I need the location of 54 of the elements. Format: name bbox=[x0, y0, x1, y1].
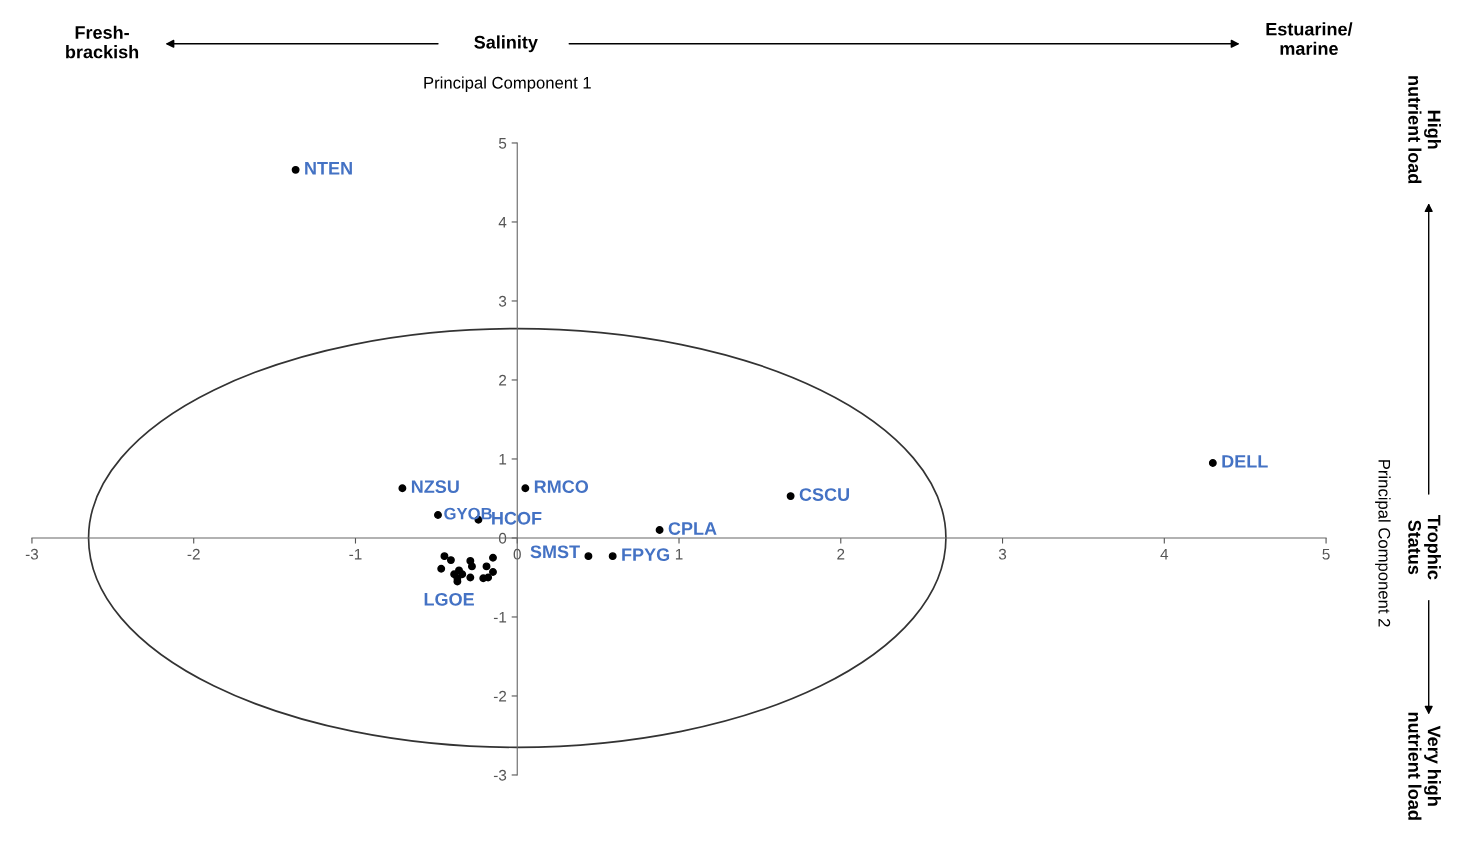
x-tick-label: -3 bbox=[25, 548, 39, 560]
point bbox=[786, 492, 795, 501]
text: High nutrient load bbox=[1408, 76, 1441, 184]
annotation: RMCO bbox=[534, 480, 589, 494]
text: Fresh- brackish bbox=[66, 25, 139, 59]
point bbox=[489, 567, 497, 576]
y-tick-label: 4 bbox=[498, 217, 507, 228]
y-tick-label: 3 bbox=[498, 295, 507, 307]
annotation: NTEN bbox=[305, 162, 352, 175]
annotation: DELL bbox=[1222, 455, 1268, 468]
point bbox=[521, 484, 530, 493]
x-tick-label: 2 bbox=[837, 548, 845, 560]
y-tick-label: -2 bbox=[493, 690, 507, 702]
text: Estuarine/ marine bbox=[1266, 22, 1353, 55]
x-tick-label: -2 bbox=[187, 548, 200, 560]
text: Salinity bbox=[474, 35, 538, 53]
point bbox=[484, 573, 493, 582]
y-tick-label: 1 bbox=[499, 454, 507, 465]
point bbox=[458, 570, 467, 579]
annotation: CSCU bbox=[799, 488, 850, 501]
point bbox=[291, 165, 300, 174]
point bbox=[482, 562, 491, 571]
annotation: LGOE bbox=[424, 592, 474, 606]
annotation: SMST bbox=[530, 545, 580, 559]
point bbox=[446, 556, 455, 565]
x-tick-label: 4 bbox=[1160, 548, 1169, 560]
y-tick-label: 0 bbox=[498, 532, 507, 544]
y-tick-label: -1 bbox=[493, 612, 507, 623]
point bbox=[1208, 458, 1217, 467]
x-tick-label: -1 bbox=[349, 548, 362, 560]
point bbox=[467, 562, 476, 571]
point bbox=[466, 573, 475, 582]
text: Very high nutrient load bbox=[1408, 712, 1441, 820]
point bbox=[655, 526, 664, 535]
y-tick-label: 5 bbox=[498, 138, 507, 149]
y-tick-label: -3 bbox=[493, 769, 507, 781]
x-axis-title: Principal Component 1 bbox=[424, 76, 591, 92]
annotation: CPLA bbox=[668, 522, 717, 535]
point bbox=[584, 552, 593, 561]
x-tick-label: 1 bbox=[675, 548, 683, 560]
point bbox=[437, 564, 446, 573]
point bbox=[434, 511, 442, 520]
point bbox=[489, 553, 497, 562]
point bbox=[398, 484, 407, 493]
y-tick-label: 2 bbox=[499, 374, 507, 386]
point bbox=[440, 552, 449, 561]
text: Trophic Status bbox=[1408, 514, 1441, 580]
x-tick-label: 3 bbox=[998, 548, 1007, 560]
annotation: GYOB bbox=[444, 507, 492, 520]
y-axis-title: Principal Component 2 bbox=[1375, 460, 1391, 627]
x-tick-label: 5 bbox=[1322, 548, 1330, 560]
point bbox=[608, 552, 617, 561]
annotation: FPYG bbox=[622, 548, 670, 561]
annotation: NZSU bbox=[411, 480, 459, 494]
